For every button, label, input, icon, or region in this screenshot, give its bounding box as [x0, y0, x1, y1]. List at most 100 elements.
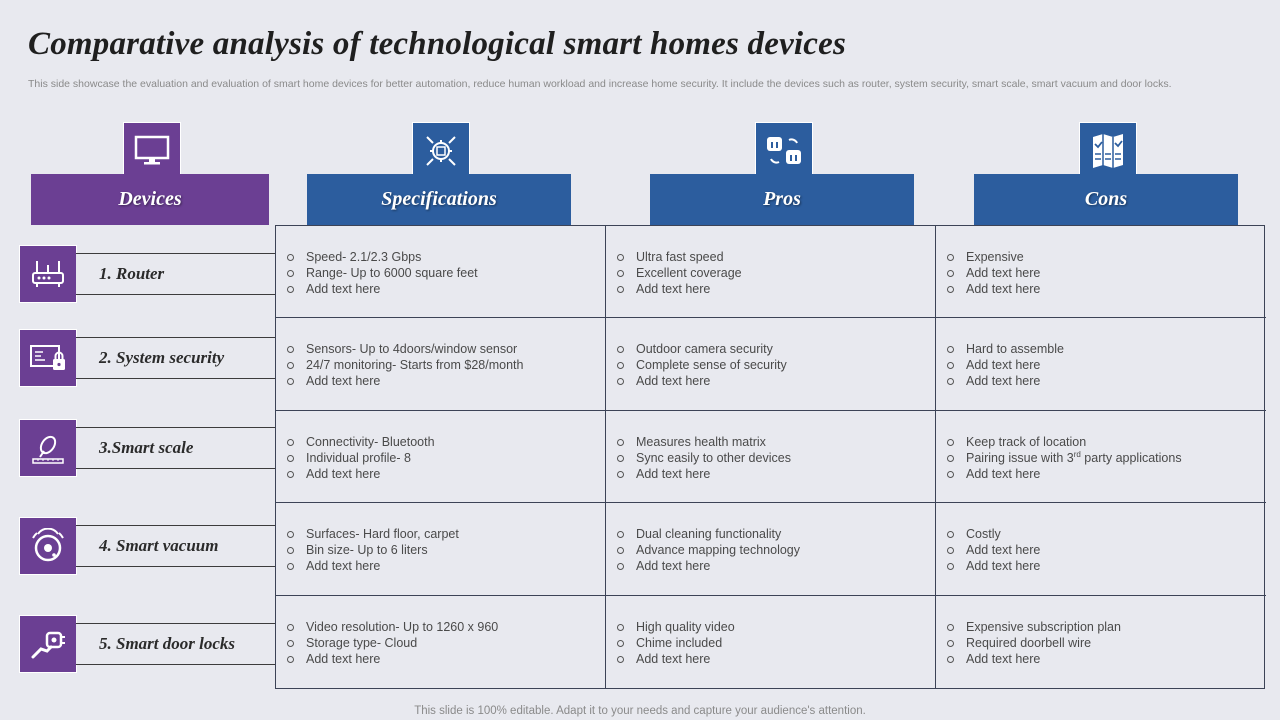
circle-bullet-icon	[287, 623, 294, 631]
circle-bullet-icon	[617, 254, 624, 261]
list-item-text: Add text here	[966, 374, 1041, 389]
list-item-text: Add text here	[966, 559, 1041, 574]
bullet-list: High quality video Chime included Add text…	[616, 619, 935, 667]
circle-bullet-icon	[287, 438, 294, 446]
table-cell-specifications: Sensors- Up to 4doors/window sensor 24/7 …	[276, 318, 606, 411]
list-item-text: Add text here	[306, 282, 381, 296]
circle-bullet-icon	[287, 346, 294, 354]
list-item: Ultra fast speed	[616, 249, 935, 265]
circle-bullet-icon	[617, 270, 624, 277]
list-item: Sync easily to other devices	[616, 450, 935, 466]
header-devices: Devices	[31, 174, 269, 225]
list-item: Costly	[946, 526, 1266, 542]
list-item-text: Range- Up to 6000 square feet	[306, 266, 478, 280]
list-item-text: Costly	[966, 527, 1001, 542]
header-specifications: Specifications	[307, 174, 571, 225]
device-label-router: 1. Router	[76, 253, 276, 295]
bullet-list: Expensive Add text here Add text here	[946, 249, 1266, 297]
list-item: Add text here	[616, 651, 935, 667]
circle-bullet-icon	[617, 547, 624, 555]
circle-bullet-icon	[287, 454, 294, 462]
list-item-text: 24/7 monitoring- Starts from $28/month	[306, 358, 524, 373]
list-item: Sensors- Up to 4doors/window sensor	[286, 341, 605, 357]
list-item-text: Required doorbell wire	[966, 635, 1092, 650]
list-item: Chime included	[616, 635, 935, 651]
circle-bullet-icon	[617, 470, 624, 478]
list-item-text: Surfaces- Hard floor, carpet	[306, 527, 459, 542]
list-item: Video resolution- Up to 1260 x 960	[286, 619, 605, 635]
page-subtitle: This side showcase the evaluation and ev…	[28, 78, 1172, 90]
table-cell-cons: Costly Add text here Add text here	[936, 503, 1266, 596]
list-item: Individual profile- 8	[286, 450, 605, 466]
list-item-text: High quality video	[636, 619, 735, 634]
list-item-text: Add text here	[966, 266, 1041, 280]
list-item-text: Add text here	[636, 374, 711, 389]
list-item-text: Expensive	[966, 250, 1024, 264]
page-title: Comparative analysis of technological sm…	[28, 26, 847, 62]
list-item-text: Pairing issue with 3rd party application…	[966, 449, 1182, 465]
circle-bullet-icon	[617, 454, 624, 462]
table-cell-cons: Expensive Add text here Add text here	[936, 226, 1266, 319]
circle-bullet-icon	[947, 639, 954, 647]
circle-bullet-icon	[287, 655, 294, 663]
device-row-router: 1. Router	[19, 245, 276, 303]
circle-bullet-icon	[287, 286, 294, 293]
list-item: Add text here	[616, 373, 935, 389]
bullet-list: Costly Add text here Add text here	[946, 526, 1266, 574]
table-cell-pros: Ultra fast speed Excellent coverage Add te…	[606, 226, 936, 319]
bullet-list: Keep track of location Pairing issue with…	[946, 434, 1266, 482]
list-item: Add text here	[286, 558, 605, 574]
device-row-smart-vacuum: 4. Smart vacuum	[19, 517, 276, 575]
bullet-list: Outdoor camera security Complete sense of…	[616, 341, 935, 389]
list-item-text: Add text here	[966, 358, 1041, 373]
circle-bullet-icon	[947, 470, 954, 478]
circle-bullet-icon	[287, 378, 294, 386]
list-item: Dual cleaning functionality	[616, 526, 935, 542]
list-item: Connectivity- Bluetooth	[286, 434, 605, 450]
list-item-text: Video resolution- Up to 1260 x 960	[306, 619, 499, 634]
list-item-text: Expensive subscription plan	[966, 619, 1121, 634]
list-item-text: Bin size- Up to 6 liters	[306, 543, 428, 558]
bullet-list: Video resolution- Up to 1260 x 960 Storag…	[286, 619, 605, 667]
device-label-system-security: 2. System security	[76, 337, 276, 379]
list-item-text: Speed- 2.1/2.3 Gbps	[306, 250, 422, 264]
table-cell-cons: Expensive subscription plan Required door…	[936, 596, 1266, 688]
list-item: Add text here	[946, 558, 1266, 574]
list-item: Add text here	[286, 373, 605, 389]
list-item-text: Advance mapping technology	[636, 543, 801, 558]
list-item: Required doorbell wire	[946, 635, 1266, 651]
list-item: Surfaces- Hard floor, carpet	[286, 526, 605, 542]
list-item-text: Complete sense of security	[636, 358, 787, 373]
circle-bullet-icon	[617, 286, 624, 293]
list-item-text: Sync easily to other devices	[636, 450, 791, 465]
vacuum-robot-icon	[19, 517, 77, 575]
circle-bullet-icon	[947, 438, 954, 446]
list-item-text: Add text here	[966, 466, 1041, 481]
table-cell-specifications: Speed- 2.1/2.3 Gbps Range- Up to 6000 squ…	[276, 226, 606, 319]
list-item-text: Add text here	[306, 651, 381, 666]
list-item: Add text here	[946, 466, 1266, 482]
device-label-smart-scale: 3.Smart scale	[76, 427, 276, 469]
scale-icon	[19, 419, 77, 477]
table-cell-specifications: Video resolution- Up to 1260 x 960 Storag…	[276, 595, 606, 688]
circle-bullet-icon	[617, 623, 624, 631]
list-item-text: Hard to assemble	[966, 342, 1064, 357]
bullet-list: Surfaces- Hard floor, carpet Bin size- Up…	[286, 526, 605, 574]
bullet-list: Ultra fast speed Excellent coverage Add te…	[616, 249, 935, 297]
list-item: Keep track of location	[946, 434, 1266, 450]
list-item: Expensive subscription plan	[946, 619, 1266, 635]
list-item: Add text here	[616, 558, 935, 574]
list-item-text: Dual cleaning functionality	[636, 527, 782, 542]
list-item-text: Excellent coverage	[636, 266, 742, 280]
bullet-list: Measures health matrix Sync easily to oth…	[616, 434, 935, 482]
circle-bullet-icon	[287, 563, 294, 571]
table-cell-pros: High quality video Chime included Add text…	[606, 595, 936, 688]
list-item: Add text here	[946, 542, 1266, 558]
list-item-text: Outdoor camera security	[636, 342, 773, 357]
list-item-text: Add text here	[636, 559, 711, 574]
bullet-list: Connectivity- Bluetooth Individual profil…	[286, 434, 605, 482]
bullet-list: Expensive subscription plan Required door…	[946, 619, 1266, 667]
list-item: Add text here	[286, 651, 605, 667]
device-row-system-security: 2. System security	[19, 329, 276, 387]
list-item-text: Sensors- Up to 4doors/window sensor	[306, 342, 518, 357]
